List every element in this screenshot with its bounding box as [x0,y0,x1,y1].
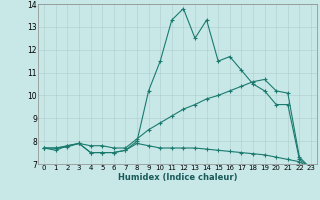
X-axis label: Humidex (Indice chaleur): Humidex (Indice chaleur) [118,173,237,182]
